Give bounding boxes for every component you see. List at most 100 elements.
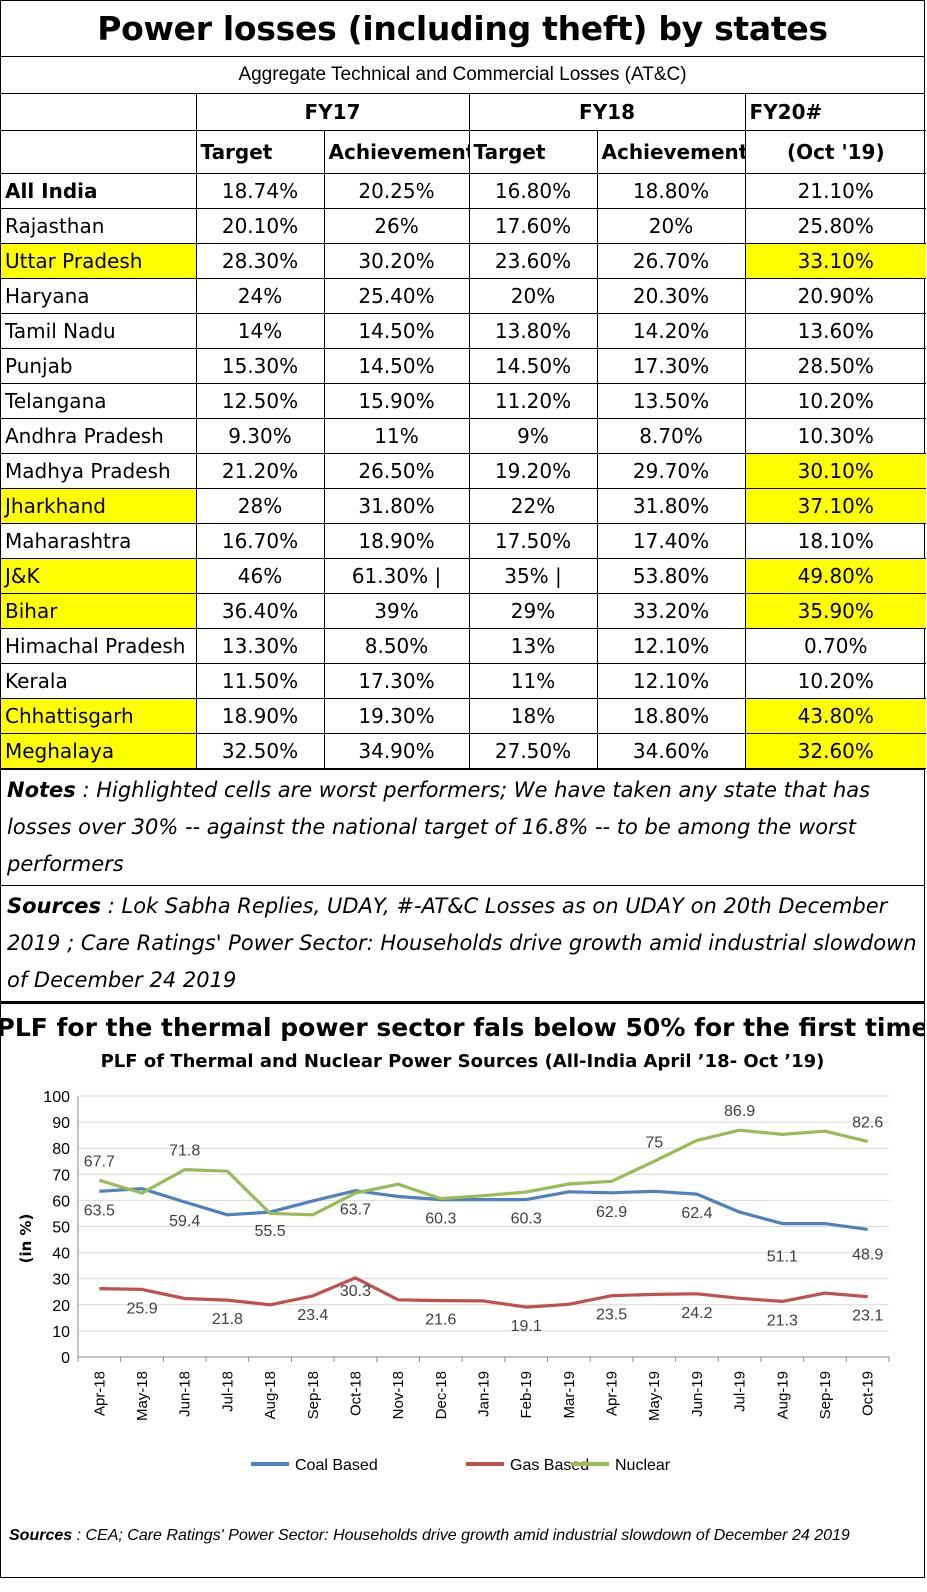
data-label: 75 xyxy=(645,1134,663,1151)
loss-value: 34.60% xyxy=(596,733,746,769)
loss-value: 29.70% xyxy=(596,453,746,489)
loss-value: 46% xyxy=(195,558,325,594)
y-tick-label: 0 xyxy=(61,1350,70,1367)
loss-value: 32.60% xyxy=(744,733,927,769)
loss-value: 32.50% xyxy=(195,733,325,769)
loss-value: 35% | xyxy=(468,558,598,594)
loss-value: 18.74% xyxy=(195,173,325,209)
header-fy18-achievement: Achievement xyxy=(596,130,746,174)
data-label: 62.9 xyxy=(596,1204,627,1221)
x-tick-label: Sep-19 xyxy=(817,1371,834,1419)
loss-value: 25.80% xyxy=(744,208,927,244)
loss-value: 13.50% xyxy=(596,383,746,419)
x-tick-label: Sep-18 xyxy=(305,1371,322,1419)
loss-value: 26.70% xyxy=(596,243,746,279)
data-label: 55.5 xyxy=(255,1223,286,1240)
state-name: Telangana xyxy=(1,383,197,419)
data-label: 60.3 xyxy=(425,1211,456,1228)
loss-value: 14.50% xyxy=(323,348,470,384)
loss-value: 18% xyxy=(468,698,598,734)
header-fy18-target: Target xyxy=(468,130,598,174)
state-name: Meghalaya xyxy=(1,733,197,769)
loss-value: 11% xyxy=(323,418,470,454)
page-title: Power losses (including theft) by states xyxy=(1,1,924,57)
chart-title: PLF for the thermal power sector fals be… xyxy=(1,1013,924,1042)
loss-value: 13.60% xyxy=(744,313,927,349)
loss-value: 23.60% xyxy=(468,243,598,279)
data-label: 60.3 xyxy=(511,1211,542,1228)
loss-value: 20.90% xyxy=(744,278,927,314)
x-tick-label: Jun-19 xyxy=(689,1371,706,1417)
x-tick-label: Dec-18 xyxy=(433,1371,450,1419)
loss-value: 13% xyxy=(468,628,598,664)
loss-value: 15.90% xyxy=(323,383,470,419)
table-row: Madhya Pradesh 21.20% 26.50% 19.20% 29.70% 30… xyxy=(1,453,927,489)
loss-value: 33.10% xyxy=(744,243,927,279)
x-tick-label: Oct-18 xyxy=(347,1371,364,1416)
loss-value: 12.10% xyxy=(596,628,746,664)
header-fy18: FY18 xyxy=(468,94,746,131)
data-label: 21.8 xyxy=(212,1311,243,1328)
loss-value: 18.80% xyxy=(596,698,746,734)
header-fy17: FY17 xyxy=(195,94,470,131)
loss-value: 16.70% xyxy=(195,523,325,559)
table-row: Uttar Pradesh 28.30% 30.20% 23.60% 26.70% 33.… xyxy=(1,243,927,279)
loss-value: 18.90% xyxy=(195,698,325,734)
loss-value: 19.30% xyxy=(323,698,470,734)
data-label: 67.7 xyxy=(84,1153,115,1170)
losses-table: FY17 FY18 FY20# Target Achievement Targe… xyxy=(1,94,927,769)
loss-value: 14.20% xyxy=(596,313,746,349)
loss-value: 26% xyxy=(323,208,470,244)
loss-value: 17.30% xyxy=(596,348,746,384)
loss-value: 24% xyxy=(195,278,325,314)
sources-text: : Lok Sabha Replies, UDAY, #-AT&C Losses… xyxy=(7,894,917,992)
table-row: Bihar 36.40% 39% 29% 33.20% 35.90% xyxy=(1,593,927,629)
loss-value: 27.50% xyxy=(468,733,598,769)
x-tick-label: May-19 xyxy=(646,1371,663,1421)
series-line-coal-based xyxy=(99,1187,868,1231)
data-label: 21.6 xyxy=(425,1312,456,1329)
y-tick-label: 70 xyxy=(52,1167,70,1184)
legend-label: Nuclear xyxy=(615,1457,671,1474)
plf-line-chart: PLF for the thermal power sector fals be… xyxy=(1,1013,924,1474)
header-empty xyxy=(1,94,197,131)
loss-value: 21.20% xyxy=(195,453,325,489)
state-name: Madhya Pradesh xyxy=(1,453,197,489)
x-tick-label: Apr-19 xyxy=(604,1371,621,1416)
header-fy17-target: Target xyxy=(195,130,325,174)
loss-value: 37.10% xyxy=(744,488,927,524)
series-line-gas-based xyxy=(99,1276,868,1309)
chart-source: Sources : CEA; Care Ratings' Power Secto… xyxy=(9,1524,909,1548)
loss-value: 12.50% xyxy=(195,383,325,419)
state-name: J&K xyxy=(1,558,197,594)
loss-value: 22% xyxy=(468,488,598,524)
data-label: 71.8 xyxy=(169,1143,200,1160)
y-tick-label: 80 xyxy=(52,1141,70,1158)
data-label: 62.4 xyxy=(681,1205,712,1222)
loss-value: 9.30% xyxy=(195,418,325,454)
y-tick-label: 30 xyxy=(52,1272,70,1289)
state-name: Andhra Pradesh xyxy=(1,418,197,454)
state-name: Uttar Pradesh xyxy=(1,243,197,279)
loss-value: 61.30% | xyxy=(323,558,470,594)
table-header-years: FY17 FY18 FY20# xyxy=(1,94,927,131)
data-label: 63.7 xyxy=(340,1202,371,1219)
page-subtitle: Aggregate Technical and Commercial Losse… xyxy=(1,57,924,94)
notes: Notes : Highlighted cells are worst perf… xyxy=(1,769,924,885)
x-tick-label: Apr-18 xyxy=(91,1371,108,1416)
loss-value: 20% xyxy=(468,278,598,314)
chart-subtitle: PLF of Thermal and Nuclear Power Sources… xyxy=(101,1051,825,1072)
data-label: 23.5 xyxy=(596,1307,627,1324)
state-name: Haryana xyxy=(1,278,197,314)
table-row: Tamil Nadu 14% 14.50% 13.80% 14.20% 13.60% xyxy=(1,313,927,349)
loss-value: 29% xyxy=(468,593,598,629)
state-name: Punjab xyxy=(1,348,197,384)
x-tick-label: Jul-18 xyxy=(219,1371,236,1412)
loss-value: 17.30% xyxy=(323,663,470,699)
loss-value: 26.50% xyxy=(323,453,470,489)
header-fy20-period: (Oct '19) xyxy=(744,130,927,174)
x-tick-label: Oct-19 xyxy=(860,1371,877,1416)
x-tick-label: Mar-19 xyxy=(561,1371,578,1419)
state-name: All India xyxy=(1,173,197,209)
loss-value: 10.30% xyxy=(744,418,927,454)
